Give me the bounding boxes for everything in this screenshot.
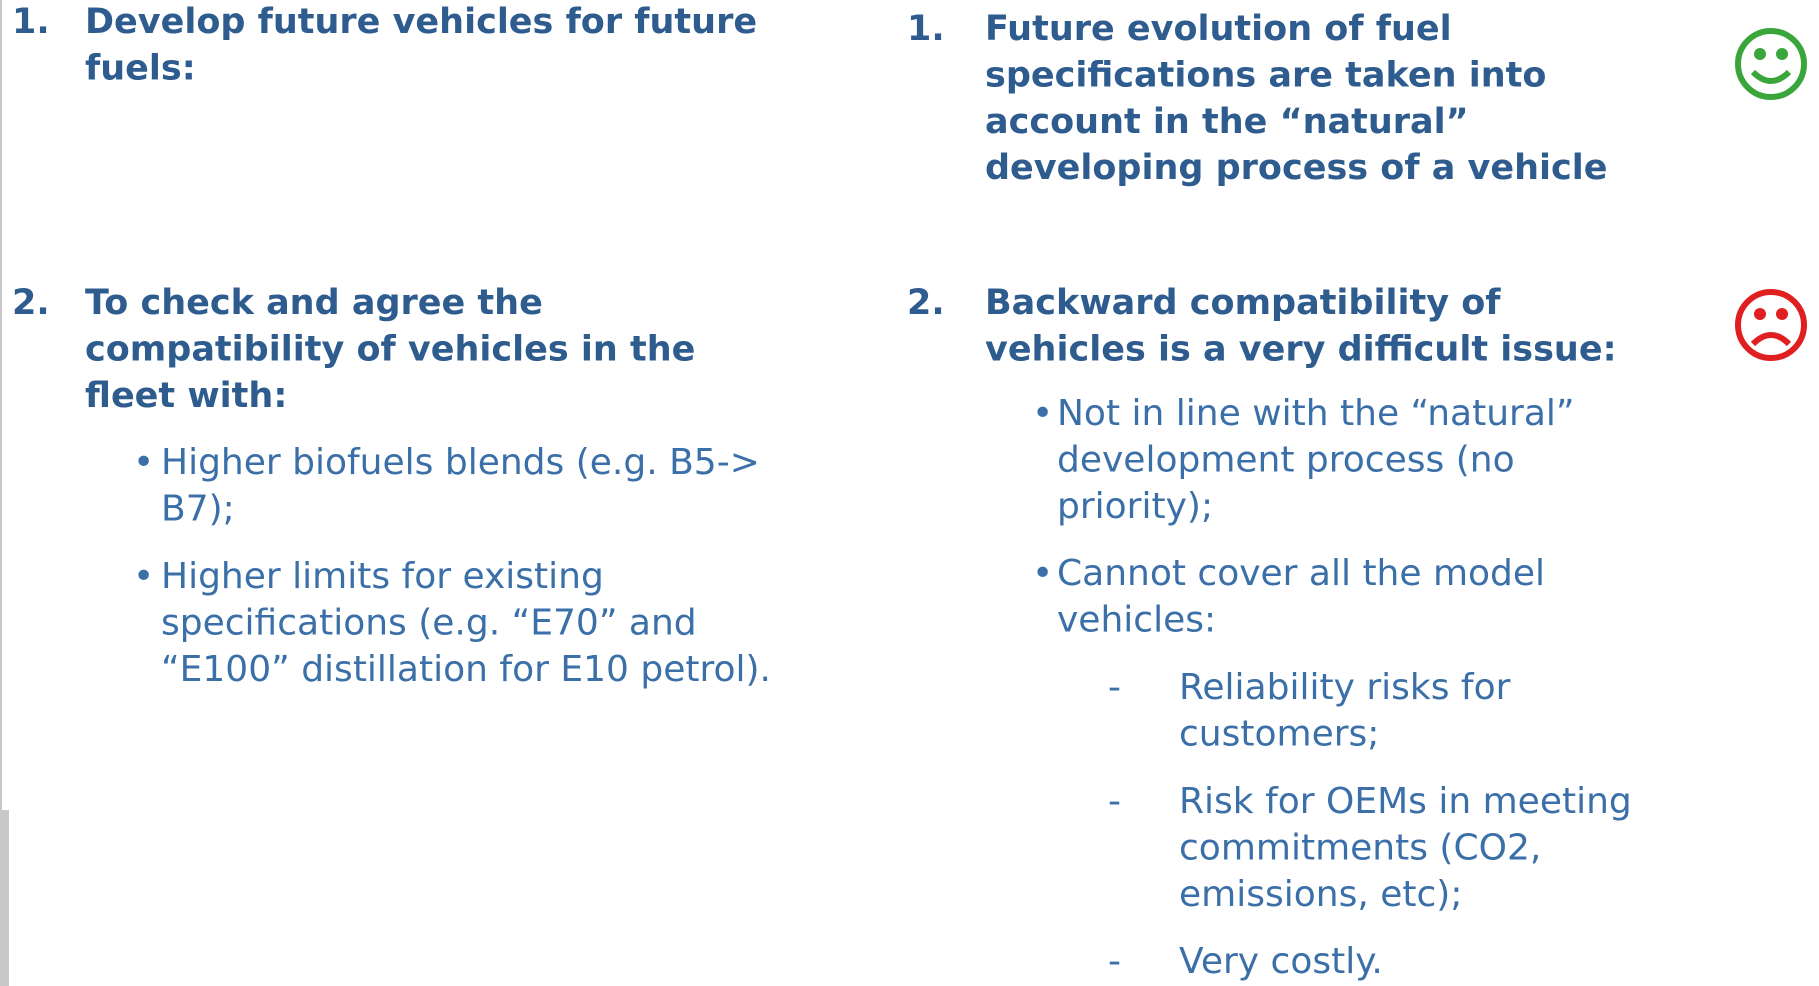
heading-text: To check and agree the xyxy=(85,283,543,323)
bullet-text: “E100” distillation for E10 petrol). xyxy=(161,649,771,690)
heading-text: Future evolution of fuel xyxy=(985,9,1452,49)
smiley-face xyxy=(1735,28,1807,100)
heading-text: compatibility of vehicles in the xyxy=(85,329,695,369)
sub-bullet-text: emissions, etc); xyxy=(1179,874,1462,915)
heading-text: vehicles is a very difficult issue: xyxy=(985,329,1617,369)
bullet-text: Higher biofuels blends (e.g. B5-> xyxy=(161,442,760,483)
bullet-text: Not in line with the “natural” xyxy=(1057,393,1575,434)
heading-marker: 1. xyxy=(907,9,945,49)
bullet-text: specifications (e.g. “E70” and xyxy=(161,602,697,643)
left-edge-line xyxy=(0,0,2,810)
sub-bullet-text: Very costly. xyxy=(1179,941,1383,982)
sub-bullet-text: Reliability risks for xyxy=(1179,667,1511,708)
sub-bullet-text: commitments (CO2, xyxy=(1179,827,1541,868)
bullet-marker: • xyxy=(133,556,154,597)
bullet-text: Cannot cover all the model xyxy=(1057,553,1545,594)
heading-text: fleet with: xyxy=(85,376,287,416)
heading-text: Develop future vehicles for future xyxy=(85,2,757,42)
heading-text: developing process of a vehicle xyxy=(985,148,1608,188)
bullet-text: B7); xyxy=(161,488,235,529)
bullet-marker: • xyxy=(1032,553,1053,594)
bullet-marker: • xyxy=(1032,393,1053,434)
bullet-text: priority); xyxy=(1057,486,1213,527)
left-edge-block xyxy=(0,810,9,986)
bullet-text: Higher limits for existing xyxy=(161,556,604,597)
sub-bullet-text: customers; xyxy=(1179,713,1379,754)
sub-bullet-text: Risk for OEMs in meeting xyxy=(1179,781,1632,822)
sub-bullet-marker: - xyxy=(1108,667,1121,708)
heading-text: Backward compatibility of xyxy=(985,283,1501,323)
heading-text: account in the “natural” xyxy=(985,102,1469,142)
heading-marker: 2. xyxy=(907,283,945,323)
bullet-text: development process (no xyxy=(1057,439,1515,480)
bullet-marker: • xyxy=(133,442,154,483)
heading-marker: 1. xyxy=(12,2,50,42)
sub-bullet-marker: - xyxy=(1108,941,1121,982)
frowning-face xyxy=(1735,289,1807,361)
heading-text: fuels: xyxy=(85,48,196,88)
heading-marker: 2. xyxy=(12,283,50,323)
heading-text: specifications are taken into xyxy=(985,55,1546,95)
bullet-text: vehicles: xyxy=(1057,599,1216,640)
sub-bullet-marker: - xyxy=(1108,781,1121,822)
